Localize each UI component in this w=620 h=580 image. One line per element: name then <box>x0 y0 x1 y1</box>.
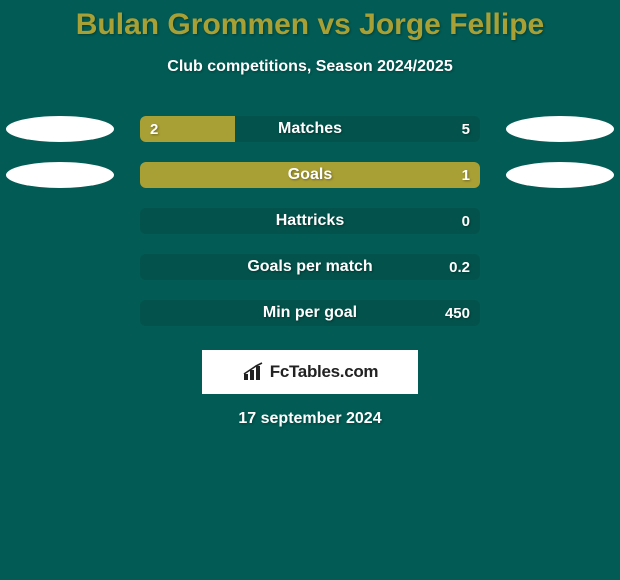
stat-value-right: 0 <box>462 208 470 234</box>
page-title: Bulan Grommen vs Jorge Fellipe <box>0 0 620 42</box>
stat-bar-track: Goals per match0.2 <box>140 254 480 280</box>
stat-row: Matches2 5 <box>0 106 620 152</box>
comparison-infographic: Bulan Grommen vs Jorge Fellipe Club comp… <box>0 0 620 580</box>
date-text: 17 september 2024 <box>0 410 620 428</box>
stat-label: Goals <box>140 162 480 188</box>
logo-icon <box>242 362 266 382</box>
stats-chart: Matches2 5 Goals1 Hattricks0 Goals per match… <box>0 106 620 336</box>
stat-bar-track: Matches2 5 <box>140 116 480 142</box>
stat-bar-track: Goals1 <box>140 162 480 188</box>
player-left-badge <box>6 116 114 142</box>
stat-row: Goals1 <box>0 152 620 198</box>
stat-value-right: 5 <box>462 116 470 142</box>
stat-bar-track: Min per goal450 <box>140 300 480 326</box>
stat-row: Min per goal450 <box>0 290 620 336</box>
player-right-badge <box>506 116 614 142</box>
stat-value-left: 2 <box>150 116 158 142</box>
player-right-badge <box>506 162 614 188</box>
stat-row: Goals per match0.2 <box>0 244 620 290</box>
player-left-badge <box>6 162 114 188</box>
stat-bar-track: Hattricks0 <box>140 208 480 234</box>
page-subtitle: Club competitions, Season 2024/2025 <box>0 58 620 76</box>
stat-row: Hattricks0 <box>0 198 620 244</box>
stat-label: Goals per match <box>140 254 480 280</box>
stat-value-right: 0.2 <box>449 254 470 280</box>
stat-value-right: 1 <box>462 162 470 188</box>
logo-box: FcTables.com <box>202 350 418 394</box>
stat-label: Hattricks <box>140 208 480 234</box>
logo-text: FcTables.com <box>270 362 379 382</box>
stat-value-right: 450 <box>445 300 470 326</box>
stat-label: Min per goal <box>140 300 480 326</box>
stat-label: Matches <box>140 116 480 142</box>
